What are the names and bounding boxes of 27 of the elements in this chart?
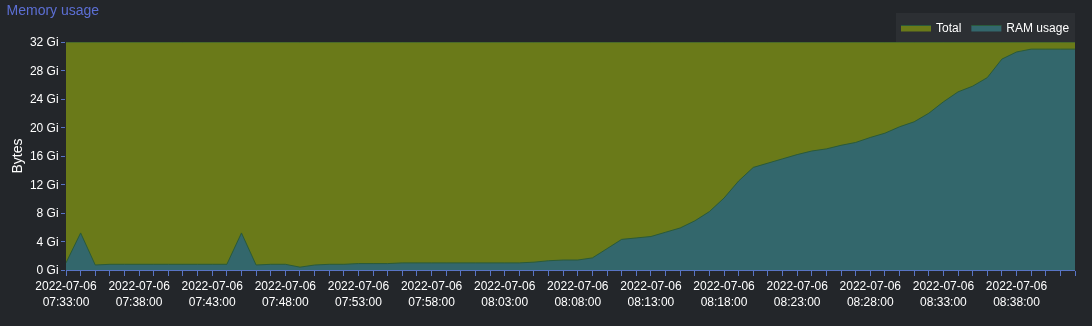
x-tick-label: 2022-07-06 07:38:00 bbox=[108, 279, 171, 309]
x-tick-label: 2022-07-06 08:18:00 bbox=[693, 279, 756, 309]
x-tick-label: 2022-07-06 07:53:00 bbox=[327, 279, 390, 309]
y-axis-title: Bytes bbox=[8, 138, 25, 174]
y-tick-label: 8 Gi bbox=[36, 206, 59, 221]
chart-title: Memory usage bbox=[6, 1, 100, 18]
x-tick-label: 2022-07-06 08:33:00 bbox=[912, 279, 975, 309]
y-tick-label: 0 Gi bbox=[36, 263, 59, 278]
legend-label: RAM usage bbox=[1006, 21, 1070, 36]
x-tick-label: 2022-07-06 07:58:00 bbox=[400, 279, 463, 309]
y-tick-label: 20 Gi bbox=[29, 120, 59, 135]
x-tick-label: 2022-07-06 08:08:00 bbox=[547, 279, 609, 309]
y-tick-label: 28 Gi bbox=[29, 63, 59, 78]
y-tick-label: 12 Gi bbox=[29, 177, 59, 192]
x-tick-label: 2022-07-06 08:23:00 bbox=[766, 279, 829, 309]
y-tick-label: 16 Gi bbox=[29, 149, 59, 164]
x-tick-label: 2022-07-06 08:38:00 bbox=[985, 279, 1048, 309]
x-tick-label: 2022-07-06 07:33:00 bbox=[35, 279, 98, 309]
x-tick-label: 2022-07-06 08:03:00 bbox=[474, 279, 536, 309]
x-tick-label: 2022-07-06 08:28:00 bbox=[839, 279, 902, 309]
legend-label: Total bbox=[936, 21, 962, 36]
y-tick-label: 4 Gi bbox=[36, 234, 59, 249]
y-tick-label: 32 Gi bbox=[29, 35, 59, 50]
x-tick-label: 2022-07-06 07:48:00 bbox=[254, 279, 317, 309]
x-tick-label: 2022-07-06 07:43:00 bbox=[181, 279, 244, 309]
y-tick-label: 24 Gi bbox=[29, 92, 59, 107]
x-tick-label: 2022-07-06 08:13:00 bbox=[620, 279, 682, 309]
